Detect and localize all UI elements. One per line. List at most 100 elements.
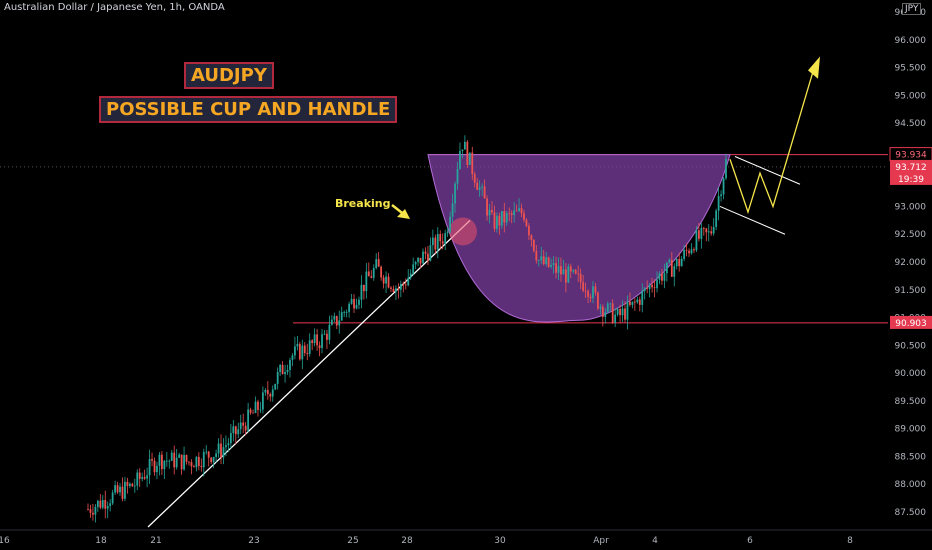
candle-body bbox=[335, 316, 338, 326]
candle-body bbox=[360, 284, 363, 300]
candle-body bbox=[229, 433, 232, 444]
candle-body bbox=[589, 296, 592, 299]
candle-body bbox=[114, 485, 116, 493]
candle-body bbox=[87, 509, 89, 510]
candle-body bbox=[643, 288, 646, 291]
candle-body bbox=[193, 466, 195, 468]
candle-body bbox=[173, 452, 176, 468]
candle-body bbox=[195, 456, 198, 468]
candle-body bbox=[688, 250, 690, 254]
candle-body bbox=[328, 324, 331, 340]
candle-body bbox=[225, 445, 227, 448]
candle-body bbox=[493, 212, 496, 229]
symbol-title[interactable]: Australian Dollar / Japanese Yen, 1h, OA… bbox=[4, 2, 225, 13]
candle-body bbox=[444, 233, 447, 244]
candle-body bbox=[725, 159, 727, 179]
candle-body bbox=[665, 262, 668, 274]
candle-body bbox=[390, 287, 392, 289]
currency-badge[interactable]: JPY bbox=[902, 3, 922, 15]
candle-body bbox=[592, 286, 594, 299]
candle-body bbox=[577, 273, 580, 275]
candle-body bbox=[461, 149, 464, 151]
candle-body bbox=[318, 345, 321, 349]
candle-body bbox=[286, 369, 289, 373]
candle-body bbox=[579, 273, 582, 283]
candle-body bbox=[567, 266, 570, 283]
candle-body bbox=[626, 301, 629, 320]
candle-body bbox=[685, 249, 688, 251]
y-tick-label: 89.500 bbox=[895, 397, 927, 407]
candle-body bbox=[321, 334, 323, 349]
x-tick-label: 18 bbox=[95, 536, 107, 546]
candle-body bbox=[656, 279, 658, 289]
candle-body bbox=[116, 485, 119, 493]
candle-body bbox=[274, 383, 277, 390]
candle-body bbox=[572, 270, 575, 272]
y-tick-label: 93.000 bbox=[895, 202, 927, 212]
candle-body bbox=[355, 304, 358, 309]
candle-body bbox=[296, 343, 299, 347]
candle-body bbox=[710, 231, 713, 234]
x-tick-label: 28 bbox=[401, 536, 413, 546]
candle-body bbox=[276, 371, 279, 384]
candle-body bbox=[456, 168, 459, 184]
candle-body bbox=[257, 401, 259, 410]
projection-arrow-head bbox=[808, 56, 820, 79]
candle-body bbox=[717, 196, 720, 211]
candle-body bbox=[680, 258, 683, 267]
candle-body bbox=[532, 239, 535, 251]
candle-body bbox=[695, 230, 698, 251]
y-tick-label: 90.000 bbox=[895, 369, 927, 379]
candle-body bbox=[424, 251, 427, 254]
candle-body bbox=[190, 462, 193, 467]
candle-body bbox=[545, 257, 548, 265]
countdown-badge-bg bbox=[890, 171, 932, 185]
candle-body bbox=[261, 392, 264, 410]
candle-body bbox=[185, 455, 188, 462]
candle-body bbox=[503, 211, 506, 223]
candle-body bbox=[353, 298, 355, 309]
y-tick-label: 94.500 bbox=[895, 119, 927, 129]
candle-body bbox=[237, 429, 240, 435]
candle-body bbox=[215, 453, 217, 457]
candle-body bbox=[491, 209, 493, 213]
candle-body bbox=[367, 271, 370, 277]
candle-body bbox=[227, 443, 230, 446]
candle-body bbox=[621, 308, 624, 316]
x-tick-label: 23 bbox=[248, 536, 259, 546]
candle-body bbox=[338, 320, 341, 326]
candle-body bbox=[528, 225, 530, 236]
candle-body bbox=[409, 273, 412, 278]
candle-body bbox=[271, 389, 274, 397]
candle-body bbox=[298, 343, 301, 360]
candle-body bbox=[574, 270, 577, 274]
candle-body bbox=[648, 284, 651, 290]
candle-body bbox=[160, 454, 163, 470]
y-tick-label: 91.500 bbox=[895, 286, 927, 296]
candle-body bbox=[294, 346, 296, 356]
candle-body bbox=[604, 311, 607, 318]
y-tick-label: 88.500 bbox=[895, 452, 927, 462]
candle-body bbox=[557, 266, 560, 273]
candle-body bbox=[530, 235, 533, 240]
candle-body bbox=[550, 264, 553, 267]
trend-line bbox=[147, 219, 471, 528]
candle-body bbox=[584, 290, 587, 292]
candle-body bbox=[678, 258, 681, 267]
candle-body bbox=[266, 390, 269, 395]
candle-body bbox=[217, 443, 220, 454]
support-badge-bg bbox=[890, 315, 932, 329]
candle-body bbox=[702, 227, 705, 229]
title-box: AUDJPY bbox=[184, 62, 274, 89]
candle-body bbox=[143, 477, 146, 479]
candle-body bbox=[417, 257, 419, 262]
candle-body bbox=[500, 211, 503, 226]
x-tick-label: 8 bbox=[847, 536, 853, 546]
candle-body bbox=[564, 269, 567, 283]
projection-path bbox=[729, 64, 816, 215]
candle-body bbox=[330, 319, 333, 325]
candle-body bbox=[131, 483, 134, 487]
candle-body bbox=[279, 364, 282, 372]
candle-body bbox=[439, 234, 442, 242]
